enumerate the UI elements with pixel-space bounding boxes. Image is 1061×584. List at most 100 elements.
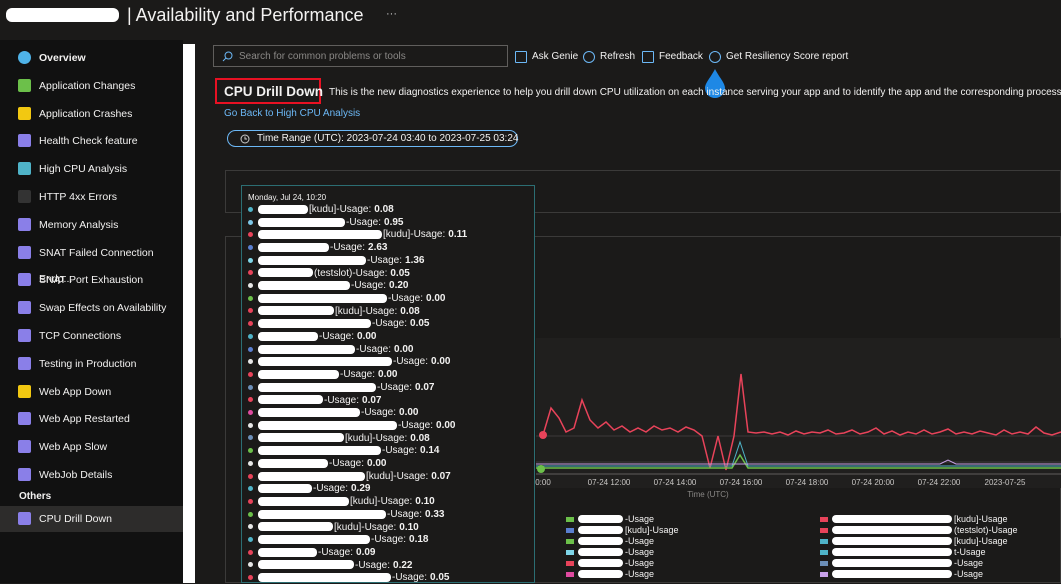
nav-label: HTTP 4xx Errors [39, 191, 117, 203]
nav-icon [18, 512, 31, 525]
nav-item[interactable]: Web App Restarted [0, 406, 183, 432]
nav-item[interactable]: Memory Analysis [0, 212, 183, 238]
cpu-line [542, 373, 1061, 471]
nav-item[interactable]: Application Changes [0, 73, 183, 99]
nav-item[interactable]: TCP Connections [0, 323, 183, 349]
tooltip-entry: -Usage: 0.22 [248, 560, 412, 572]
nav-label: Application Changes [39, 79, 136, 92]
nav-item[interactable]: SNAT Failed Connection Endp... [0, 240, 183, 285]
nav-icon [18, 217, 31, 231]
nav-item[interactable]: Application Crashes [0, 101, 183, 127]
tooltip-entry: -Usage: 0.00 [248, 331, 376, 343]
redacted-name [258, 369, 339, 379]
nav-item[interactable]: HTTP 4xx Errors [0, 184, 183, 210]
legend-swatch [820, 561, 828, 566]
hover-point [537, 465, 545, 473]
entry-label: -Usage: [377, 381, 413, 393]
x-axis-label: Time (UTC) [687, 490, 729, 499]
tooltip-entry: [kudu]-Usage: 0.10 [248, 522, 419, 534]
entry-label: -Usage: [351, 280, 387, 292]
redacted-name [258, 331, 318, 341]
redacted-name [258, 484, 312, 494]
nav-item[interactable]: Web App Down [0, 379, 183, 405]
redacted-name [258, 268, 313, 278]
tooltip-entry: [kudu]-Usage: 0.08 [248, 204, 394, 216]
toolbar-button[interactable]: Get Resiliency Score report [726, 51, 849, 62]
redacted-name [258, 535, 370, 545]
entry-value: 0.00 [394, 343, 414, 355]
nav-item[interactable]: Overview [0, 45, 183, 71]
x-tick-label: 07-24 12:00 [588, 478, 631, 487]
series-dot [248, 524, 253, 530]
nav-item[interactable]: WebJob Details [0, 462, 183, 488]
legend-label: [kudu]-Usage [625, 525, 679, 535]
nav-label: Web App Down [39, 385, 112, 398]
nav-item[interactable]: Web App Slow [0, 434, 183, 460]
entry-label: -Usage: [371, 534, 407, 546]
toolbar-button[interactable]: Ask Genie [532, 51, 579, 62]
nav-label: Swap Effects on Availability [39, 302, 167, 315]
entry-value: 0.00 [431, 356, 451, 368]
entry-value: 0.22 [393, 559, 413, 571]
tooltip-entry: -Usage: 0.95 [248, 217, 403, 229]
nav-item-selected[interactable]: CPU Drill Down [0, 506, 183, 532]
series-dot [248, 549, 253, 555]
entry-label: (testslot)-Usage: [314, 267, 388, 279]
redacted-name [258, 471, 365, 481]
toolbar-button[interactable]: Refresh [600, 51, 636, 62]
search-box[interactable]: Search for common problems or tools [213, 45, 508, 67]
tooltip-entry: -Usage: 0.29 [248, 483, 370, 495]
tooltip-entry: -Usage: 0.05 [248, 572, 449, 584]
redacted-name [832, 526, 952, 534]
redacted-name [578, 548, 623, 556]
tooltip-entry: -Usage: 0.00 [248, 458, 386, 470]
redacted-name [578, 515, 623, 523]
nav-item[interactable]: Swap Effects on Availability [0, 295, 183, 321]
entry-label: -Usage: [387, 508, 423, 520]
entry-label: [kudu]-Usage: [366, 470, 429, 482]
entry-label: -Usage: [318, 546, 354, 558]
nav-icon [18, 384, 31, 398]
entry-label: -Usage: [319, 331, 355, 342]
x-tick-label: 2023-07-25 [985, 478, 1026, 487]
tooltip-entry: -Usage: 2.63 [248, 242, 387, 254]
toolbar-button[interactable]: Feedback [659, 51, 703, 62]
entry-value: 0.07 [431, 470, 451, 482]
series-dot [248, 371, 253, 377]
back-link[interactable]: Go Back to High CPU Analysis [224, 108, 361, 119]
toolbar-icon [583, 51, 595, 63]
series-dot [248, 346, 253, 352]
redacted-name [258, 458, 328, 468]
redacted-name [832, 548, 952, 556]
redacted-name [832, 570, 952, 578]
nav-item[interactable]: High CPU Analysis [0, 156, 183, 182]
entry-value: 0.09 [356, 546, 376, 558]
nav-label: Web App Slow [39, 441, 108, 454]
redacted-name [258, 496, 349, 506]
nav-item[interactable]: Testing in Production [0, 351, 183, 377]
redacted-name [258, 382, 376, 392]
entry-value: 0.10 [415, 496, 435, 508]
nav-item[interactable]: Health Check feature [0, 128, 183, 154]
more-button[interactable]: ··· [386, 8, 397, 20]
time-range-pill[interactable]: Time Range (UTC): 2023-07-24 03:40 to 20… [227, 130, 518, 147]
tooltip-entry: -Usage: 0.00 [248, 369, 397, 381]
entry-label: -Usage: [392, 572, 428, 584]
nav-icon [18, 329, 31, 342]
sidebar: Overview Application Changes Application C… [0, 40, 183, 583]
toolbar-icon [709, 51, 721, 63]
x-tick-label: 07-24 18:00 [786, 478, 829, 487]
entry-label: -Usage: [393, 356, 429, 368]
entry-value: 0.00 [367, 458, 387, 469]
nav-item[interactable]: SNAT Port Exhaustion [0, 267, 183, 293]
entry-label: -Usage: [324, 394, 360, 406]
entry-label: -Usage: [356, 343, 392, 355]
nav-label: SNAT Port Exhaustion [39, 274, 144, 287]
tooltip-header: Monday, Jul 24, 10:20 [248, 193, 327, 202]
legend-swatch [820, 517, 828, 522]
legend-swatch [820, 528, 828, 533]
series-dot [248, 257, 253, 263]
series-dot [248, 562, 253, 568]
entry-label: [kudu]-Usage: [309, 204, 372, 215]
nav-icon [18, 51, 31, 64]
